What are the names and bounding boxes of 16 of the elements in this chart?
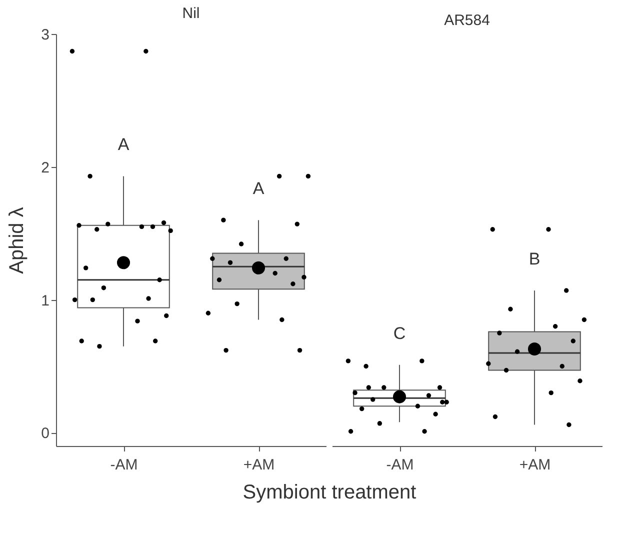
x-tick-label: +AM: [519, 456, 551, 474]
x-axis-title: Symbiont treatment: [242, 482, 417, 504]
y-tick-label: 3: [41, 26, 50, 44]
x-tick-label: +AM: [243, 456, 275, 474]
annotation: A: [118, 135, 130, 154]
chart-title: AR584: [444, 12, 490, 29]
y-tick-label: 2: [41, 159, 50, 176]
chart-title: Nil: [182, 5, 200, 22]
annotation: C: [393, 324, 406, 343]
x-tick-label: -AM: [386, 456, 414, 474]
y-tick-label: 0: [41, 425, 50, 442]
annotation: A: [252, 179, 265, 198]
x-tick-label: -AM: [110, 456, 138, 474]
y-axis-title: Aphid λ: [6, 207, 28, 274]
y-tick-label: 1: [41, 292, 50, 310]
annotation: B: [528, 250, 540, 269]
